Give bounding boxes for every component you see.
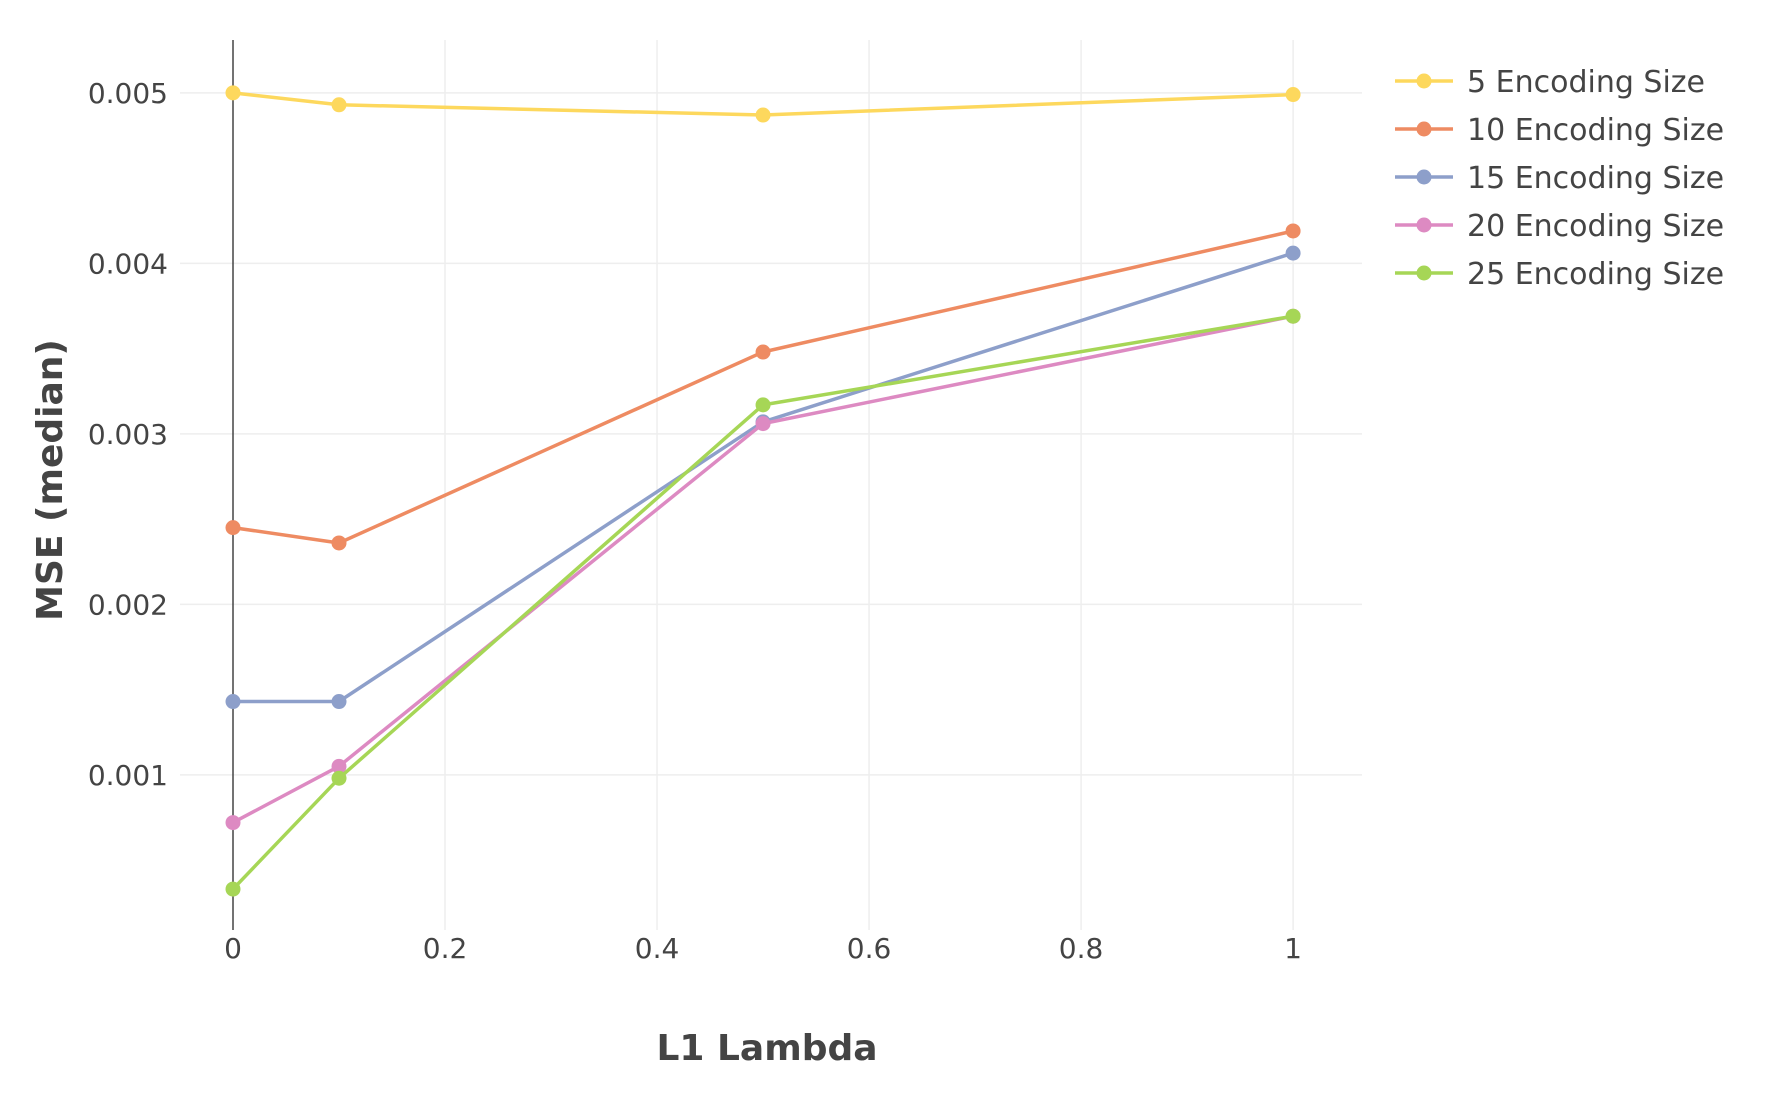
legend-label: 10 Encoding Size: [1467, 113, 1724, 148]
series-line: [232, 229, 1294, 545]
data-point: [1285, 87, 1301, 103]
data-point: [331, 535, 347, 551]
legend-label: 20 Encoding Size: [1467, 209, 1724, 244]
series-2: [225, 245, 1301, 710]
legend-swatch-marker: [1416, 217, 1432, 233]
series-4: [225, 308, 1301, 897]
series-3: [225, 308, 1301, 831]
y-axis-title: MSE (median): [30, 339, 71, 621]
data-point: [225, 694, 241, 710]
data-point: [755, 107, 771, 123]
legend-item[interactable]: 10 Encoding Size: [1395, 113, 1724, 148]
legend-item[interactable]: 15 Encoding Size: [1395, 161, 1724, 196]
data-point: [331, 97, 347, 113]
data-point: [225, 881, 241, 897]
data-point: [1285, 223, 1301, 239]
data-point: [331, 770, 347, 786]
y-tick-label: 0.004: [88, 247, 168, 280]
y-tick-label: 0.005: [88, 77, 168, 110]
grid-layer: [180, 40, 1362, 930]
legend-swatch-marker: [1416, 169, 1432, 185]
data-point: [755, 416, 771, 432]
legend-item[interactable]: 5 Encoding Size: [1395, 65, 1705, 100]
legend: 5 Encoding Size 10 Encoding Size 15 Encodi…: [1395, 65, 1724, 292]
data-point: [225, 85, 241, 101]
data-point: [331, 694, 347, 710]
data-point: [755, 397, 771, 413]
legend-label: 25 Encoding Size: [1467, 257, 1724, 292]
x-tick-label: 0.2: [423, 932, 468, 965]
x-tick-label: 0.4: [635, 932, 680, 965]
series-line: [232, 314, 1294, 825]
x-tick-label: 0: [224, 932, 242, 965]
series-layer: [225, 85, 1301, 897]
data-point: [331, 758, 347, 774]
series-1: [225, 223, 1301, 551]
y-tick-label: 0.001: [88, 759, 168, 792]
data-point: [225, 520, 241, 536]
y-tick-label: 0.003: [88, 418, 168, 451]
legend-swatch-marker: [1416, 121, 1432, 137]
data-point: [1285, 308, 1301, 324]
legend-label: 5 Encoding Size: [1467, 65, 1705, 100]
legend-item[interactable]: 20 Encoding Size: [1395, 209, 1724, 244]
legend-swatch-marker: [1416, 73, 1432, 89]
legend-swatch-marker: [1416, 265, 1432, 281]
legend-item[interactable]: 25 Encoding Size: [1395, 257, 1724, 292]
series-line: [233, 251, 1294, 704]
tick-layer: 0 0.2 0.4 0.6 0.8 1 0.001 0.002 0.003 0.004 0.005: [88, 77, 1302, 965]
data-point: [225, 815, 241, 831]
series-line: [232, 91, 1294, 117]
series-line: [231, 314, 1294, 891]
x-axis-title: L1 Lambda: [656, 1028, 877, 1069]
legend-label: 15 Encoding Size: [1467, 161, 1724, 196]
x-tick-label: 1: [1284, 932, 1302, 965]
data-point: [755, 344, 771, 360]
data-point: [1285, 245, 1301, 261]
x-tick-label: 0.6: [847, 932, 892, 965]
series-0: [225, 85, 1301, 123]
x-tick-label: 0.8: [1059, 932, 1104, 965]
y-tick-label: 0.002: [88, 588, 168, 621]
